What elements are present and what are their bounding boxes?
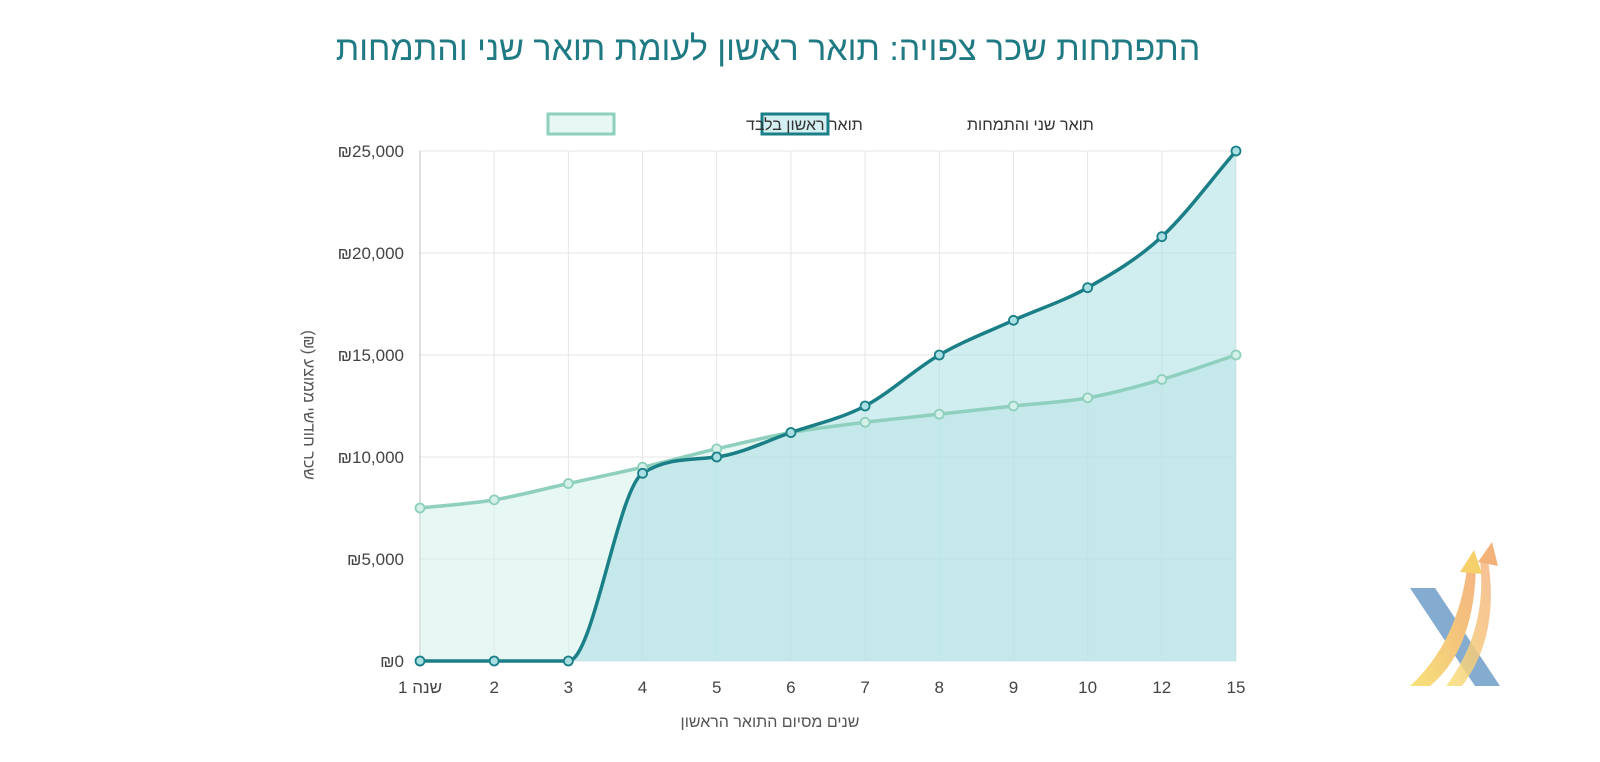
data-point[interactable] (933, 408, 945, 420)
data-point[interactable] (859, 400, 871, 412)
series-areas (420, 151, 1236, 661)
x-tick-label: 7 (860, 678, 869, 697)
x-tick-label: 12 (1152, 678, 1171, 697)
data-point[interactable] (562, 478, 574, 489)
data-point[interactable] (414, 502, 426, 514)
data-point[interactable] (488, 655, 500, 667)
x-tick-label: 2 (489, 678, 498, 697)
y-tick-label: ₪15,000 (338, 346, 404, 365)
data-point[interactable] (1008, 314, 1019, 326)
logo-mark (1410, 542, 1500, 686)
data-point[interactable] (785, 427, 797, 438)
series-points (414, 145, 1242, 667)
data-point[interactable] (637, 467, 648, 479)
series-line (419, 353, 1237, 510)
x-tick-label: 6 (786, 678, 795, 697)
chart-title: התפתחות שכר צפויה: תואר ראשון לעומת תואר… (336, 30, 1201, 68)
data-point[interactable] (1156, 231, 1168, 243)
data-point[interactable] (1082, 392, 1094, 404)
y-tick-label: ₪5,000 (347, 550, 404, 569)
legend-swatch[interactable] (760, 112, 830, 136)
y-tick-label: ₪10,000 (338, 448, 404, 467)
legend-label[interactable]: תואר ראשון בלבד (746, 116, 863, 134)
series-area (420, 151, 1236, 661)
data-point[interactable] (1230, 349, 1242, 361)
data-point[interactable] (1082, 282, 1094, 294)
legend-label[interactable]: תואר שני והתמחות (967, 117, 1094, 134)
y-tick-label: ₪25,000 (338, 142, 404, 161)
x-tick-label: שנה 1 (398, 678, 442, 697)
data-point[interactable] (1230, 145, 1242, 157)
x-tick-label: 9 (1009, 678, 1018, 697)
y-tick-label: ₪0 (380, 652, 404, 671)
data-point[interactable] (562, 655, 574, 667)
data-point[interactable] (933, 349, 945, 361)
y-tick-labels: ₪0 ₪5,000 ₪10,000 ₪15,000 ₪20,000 ₪25,000 (338, 142, 404, 671)
legend: תואר שני והתמחות תואר ראשון בלבד (546, 112, 1094, 136)
x-tick-label: 8 (935, 678, 944, 697)
x-axis-label: שנים מסיום התואר הראשון (681, 714, 860, 731)
data-point[interactable] (1156, 374, 1168, 385)
data-point[interactable] (488, 494, 500, 506)
x-tick-label: 15 (1227, 678, 1246, 697)
data-point[interactable] (1008, 400, 1019, 412)
x-tick-labels: שנה 1 2 3 4 5 6 7 8 9 10 12 15 (398, 678, 1245, 697)
y-axis-label: שכר חודשי ממוצע (₪) (300, 330, 317, 480)
x-tick-label: 4 (638, 678, 647, 697)
data-point[interactable] (859, 416, 871, 428)
data-point[interactable] (711, 451, 723, 463)
x-tick-label: 10 (1078, 678, 1097, 697)
data-point[interactable] (414, 655, 426, 667)
legend-swatch[interactable] (546, 112, 616, 136)
x-tick-label: 5 (712, 678, 721, 697)
x-tick-label: 3 (564, 678, 573, 697)
y-tick-label: ₪20,000 (338, 244, 404, 263)
